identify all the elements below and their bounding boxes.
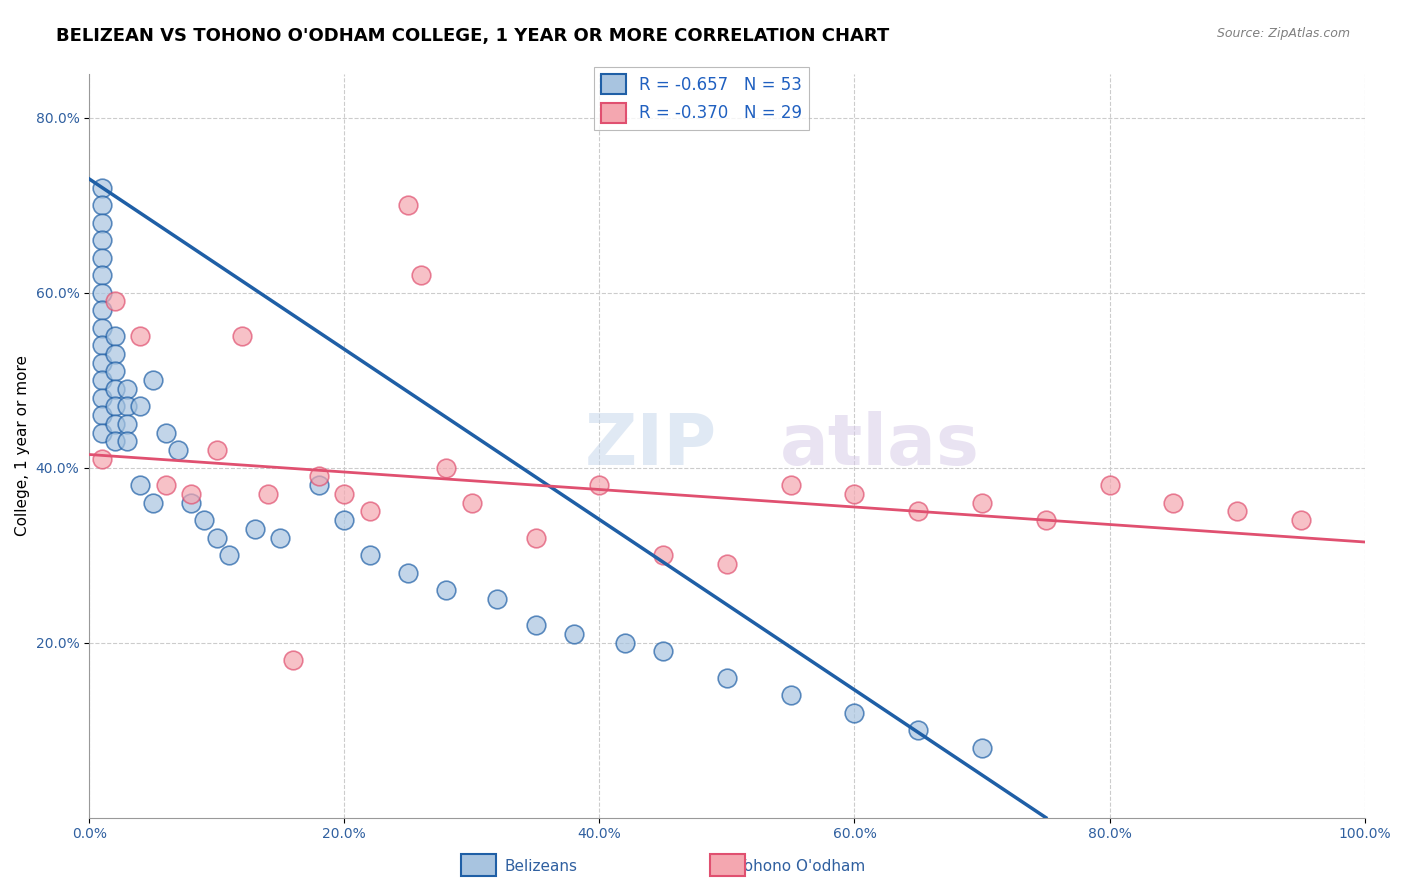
- Point: [104, 417, 127, 431]
- Point: [90, 216, 112, 230]
- Point: [970, 495, 993, 509]
- Point: [117, 382, 139, 396]
- Point: [1163, 495, 1185, 509]
- Point: [652, 644, 675, 658]
- Point: [779, 688, 801, 702]
- Point: [1226, 504, 1249, 518]
- Point: [396, 198, 419, 212]
- Point: [283, 653, 305, 667]
- Point: [434, 460, 457, 475]
- Point: [142, 495, 165, 509]
- Point: [104, 294, 127, 309]
- Point: [180, 487, 202, 501]
- Point: [205, 531, 228, 545]
- Point: [231, 329, 253, 343]
- Point: [218, 548, 240, 562]
- Point: [524, 618, 547, 632]
- Point: [90, 303, 112, 318]
- Point: [359, 548, 381, 562]
- Point: [90, 338, 112, 352]
- Point: [308, 478, 330, 492]
- Point: [1289, 513, 1312, 527]
- Point: [180, 495, 202, 509]
- Point: [90, 320, 112, 334]
- Point: [333, 513, 356, 527]
- Point: [613, 635, 636, 649]
- Point: [90, 391, 112, 405]
- Point: [90, 408, 112, 422]
- Point: [104, 434, 127, 449]
- Point: [90, 285, 112, 300]
- Point: [779, 478, 801, 492]
- Point: [359, 504, 381, 518]
- Point: [104, 329, 127, 343]
- Point: [844, 487, 866, 501]
- Point: [90, 425, 112, 440]
- Point: [434, 583, 457, 598]
- Point: [104, 400, 127, 414]
- Point: [970, 740, 993, 755]
- Point: [333, 487, 356, 501]
- Point: [155, 425, 177, 440]
- Text: Belizeans: Belizeans: [505, 859, 578, 874]
- Point: [117, 434, 139, 449]
- Point: [167, 443, 190, 458]
- Point: [308, 469, 330, 483]
- Text: atlas: atlas: [780, 411, 980, 480]
- Point: [716, 557, 738, 571]
- Point: [90, 251, 112, 265]
- Legend: R = -0.657   N = 53, R = -0.370   N = 29: R = -0.657 N = 53, R = -0.370 N = 29: [595, 68, 808, 129]
- Text: Source: ZipAtlas.com: Source: ZipAtlas.com: [1216, 27, 1350, 40]
- Point: [588, 478, 610, 492]
- Point: [90, 451, 112, 466]
- Point: [716, 671, 738, 685]
- Point: [193, 513, 215, 527]
- Point: [90, 268, 112, 282]
- Point: [1035, 513, 1057, 527]
- Point: [256, 487, 278, 501]
- Point: [104, 364, 127, 378]
- Point: [409, 268, 432, 282]
- Text: BELIZEAN VS TOHONO O'ODHAM COLLEGE, 1 YEAR OR MORE CORRELATION CHART: BELIZEAN VS TOHONO O'ODHAM COLLEGE, 1 YE…: [56, 27, 890, 45]
- Point: [844, 706, 866, 720]
- Point: [652, 548, 675, 562]
- Point: [90, 373, 112, 387]
- Point: [90, 180, 112, 194]
- Point: [396, 566, 419, 580]
- Point: [117, 400, 139, 414]
- Point: [90, 233, 112, 247]
- Point: [486, 591, 509, 606]
- Point: [205, 443, 228, 458]
- Point: [461, 495, 484, 509]
- Point: [562, 627, 585, 641]
- Point: [907, 723, 929, 738]
- Point: [524, 531, 547, 545]
- Point: [117, 417, 139, 431]
- Point: [142, 373, 165, 387]
- Point: [104, 347, 127, 361]
- Text: ZIP: ZIP: [585, 411, 717, 480]
- Point: [129, 329, 152, 343]
- Point: [104, 382, 127, 396]
- Point: [155, 478, 177, 492]
- Point: [90, 356, 112, 370]
- Point: [907, 504, 929, 518]
- Point: [243, 522, 266, 536]
- Y-axis label: College, 1 year or more: College, 1 year or more: [15, 355, 30, 536]
- Point: [269, 531, 291, 545]
- Text: Tohono O'odham: Tohono O'odham: [737, 859, 866, 874]
- Point: [1098, 478, 1121, 492]
- Point: [90, 198, 112, 212]
- Point: [129, 478, 152, 492]
- Point: [129, 400, 152, 414]
